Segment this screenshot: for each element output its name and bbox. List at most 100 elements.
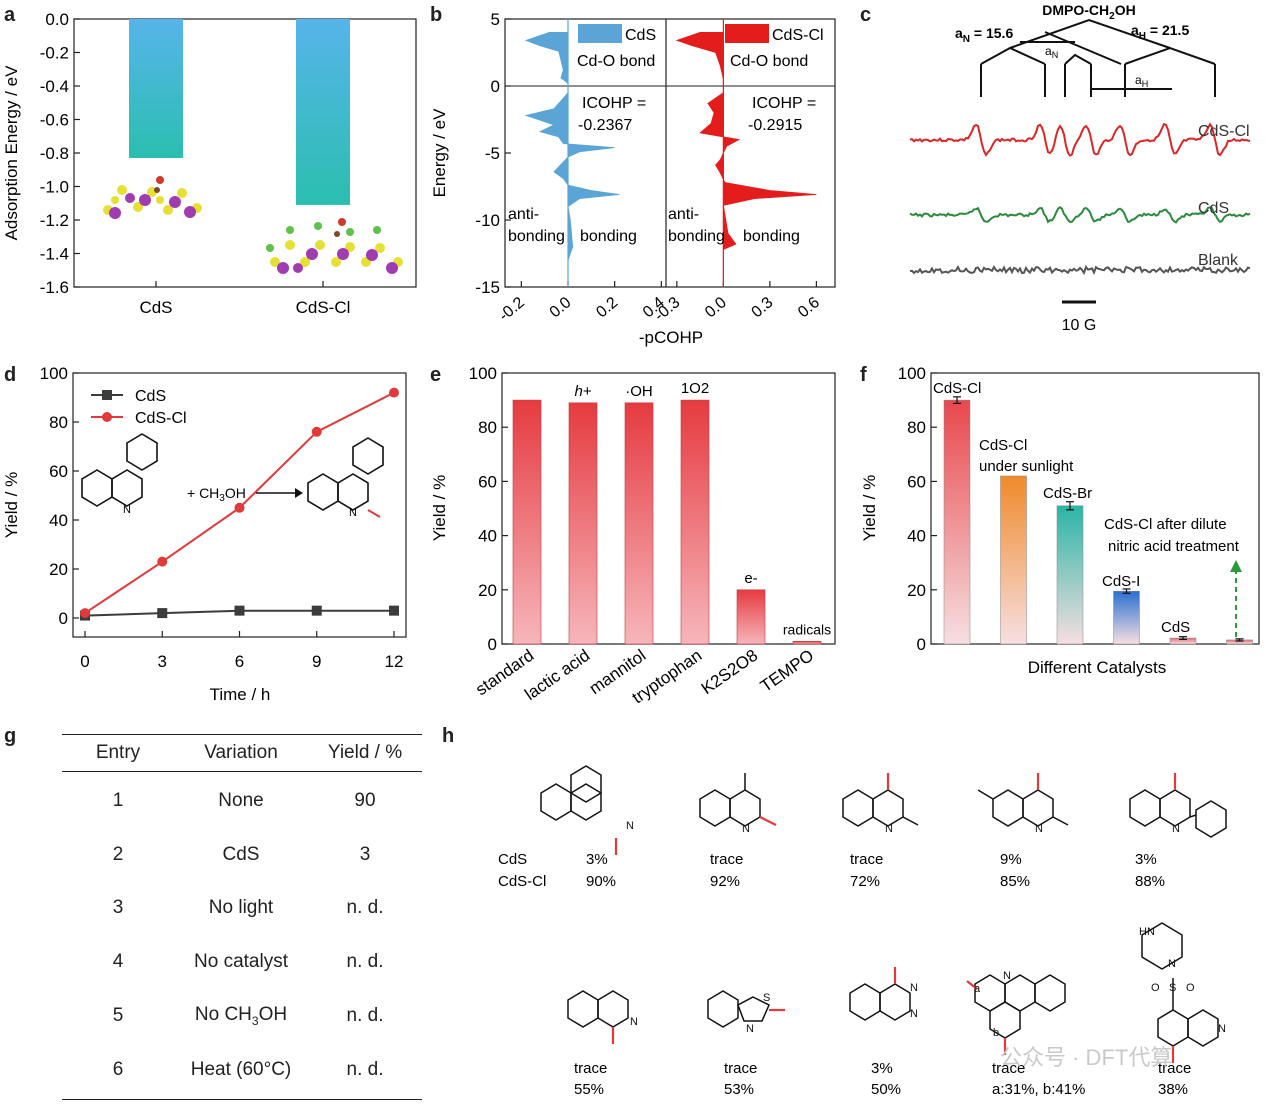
b-xtick-label: 0.3 (748, 294, 776, 321)
yield-cds-2: trace (710, 851, 743, 868)
label-f5: CdS (1161, 619, 1190, 636)
table-header-entry: Entry (95, 742, 141, 763)
e-bar-annotation: e- (744, 570, 757, 587)
point-cds-cl (389, 387, 399, 398)
reaction-scheme-d (81, 433, 384, 511)
d-ytick-label: 0 (59, 609, 68, 628)
antibonding-label-2: anti- (668, 206, 699, 223)
bonding-label-1: bonding (580, 228, 637, 245)
chart-a: 0.0 -0.2 -0.4 -0.6 -0.8 -1.0 -1.2 -1.4 -1.6 CdS C… (2, 10, 417, 317)
bar-f-0 (943, 399, 971, 645)
axes-frame-a (73, 18, 417, 288)
axes-frame-e (501, 372, 836, 645)
entry-cell: 4 (112, 951, 124, 973)
entry-cell: 2 (112, 843, 124, 865)
yield-cdscl-2: 92% (710, 873, 740, 890)
bar-tryptophan (680, 399, 710, 645)
panel-label-f: f (860, 364, 867, 386)
label-f4: CdS-I (1102, 573, 1140, 590)
label-f6b: nitric acid treatment (1108, 538, 1240, 555)
yield-cds-1: 3% (586, 851, 608, 868)
d-xtick-label: 6 (235, 652, 244, 671)
scale-bar-label: 10 G (1062, 317, 1097, 334)
y-axis-label-e: Yield / % (430, 475, 449, 541)
reagent-d: + CH3OH (187, 485, 246, 504)
chart-f: 100 80 60 40 20 0 Yield / % Different Catalys… (860, 364, 1260, 677)
bar-mannitol (624, 402, 654, 645)
yield-cds-6: trace (574, 1060, 607, 1077)
bar-f-1 (1000, 475, 1027, 645)
point-cds (157, 608, 168, 619)
e-bar-annotation: ·OH (625, 383, 653, 400)
epr-trace-cds (909, 206, 1251, 224)
structures-row1 (540, 765, 1227, 838)
title-c: DMPO-CH2OH (1042, 2, 1135, 22)
bar-f-2 (1056, 505, 1084, 645)
icohp-label-cds: ICOHP = (582, 95, 646, 112)
antibonding-label-2b: bonding (668, 228, 725, 245)
yield-cds-5: 3% (1135, 851, 1157, 868)
a-xtick-label: CdS (139, 298, 172, 317)
e-ytick-label: 0 (488, 635, 497, 654)
x-axis-label-b: -pCOHP (639, 328, 703, 347)
x-axis-label-f: Different Catalysts (1028, 658, 1167, 677)
atom-n-10b: N (1218, 1023, 1226, 1035)
label-f1: CdS-Cl (933, 380, 981, 397)
yield-cdscl-8: 50% (871, 1081, 901, 1098)
table-header-yield: Yield / % (327, 742, 403, 763)
a-ytick-label: -1.6 (40, 278, 69, 297)
atom-s-10: S (1169, 982, 1176, 994)
aH-short: aH (1135, 73, 1148, 89)
bar-tempo (792, 640, 822, 645)
legend-cds-b: CdS (625, 27, 656, 44)
a-ytick-label: -0.6 (40, 111, 69, 130)
d-ytick-label: 80 (49, 413, 68, 432)
yield-cdscl-9: a:31%, b:41% (992, 1081, 1085, 1098)
aN-short: aN (1045, 44, 1058, 60)
point-cds-cl (311, 426, 322, 437)
f-ytick-label: 40 (907, 527, 926, 546)
bonding-label-2: bonding (743, 228, 800, 245)
antibonding-label-1b: bonding (508, 228, 565, 245)
bar-cds-cl (296, 19, 350, 205)
d-xtick-label: 12 (385, 652, 404, 671)
cohp-area-cds (524, 32, 620, 261)
epr-label-cds: CdS (1198, 200, 1229, 217)
b-ytick-label: 5 (491, 10, 500, 29)
table-row: 2 CdS 3 (62, 828, 422, 882)
bar-standard (512, 399, 542, 645)
table-row: 1 None 90 (62, 774, 422, 828)
yield-cdscl-6: 55% (574, 1081, 604, 1098)
y-axis-label-d: Yield / % (2, 472, 21, 538)
d-ytick-label: 60 (49, 462, 68, 481)
y-axis-label-f: Yield / % (860, 475, 879, 541)
yield-cds-4: 9% (1000, 851, 1022, 868)
e-bar-annotation: h+ (574, 383, 591, 400)
legend-swatch-cds-b (578, 24, 622, 43)
e-xtick-label: TEMPO (757, 646, 817, 696)
atom-n-2: N (742, 823, 750, 835)
atom-o-10b: O (1186, 982, 1195, 994)
chart-b: 50-5-10-15 -0.2 0.0 0.2 0.4-0.3 0.0 0.3 0.6 En… (430, 10, 836, 347)
yield-cdscl-3: 72% (850, 873, 880, 890)
site-b: b (993, 1027, 999, 1039)
subtitle-cdscl-b: Cd-O bond (730, 53, 808, 70)
scope-h: N N N N N CdS CdS-Cl 3% 90% trace 92% trace 7… (498, 765, 1227, 1098)
e-xtick-label: K2S2O8 (698, 646, 762, 698)
label-f2b: under sunlight (979, 458, 1074, 475)
point-cds (311, 605, 322, 616)
aN-value: aN = 15.6 (955, 25, 1013, 45)
yield-cell: n. d. (346, 1005, 384, 1027)
f-ytick-label: 80 (907, 418, 926, 437)
atom-s-7: S (763, 992, 770, 1004)
bar-cds (129, 19, 183, 159)
bar-f-3 (1113, 590, 1140, 645)
bar-lactic-acid (568, 402, 598, 645)
legend-cdscl-b: CdS-Cl (772, 27, 824, 44)
point-cds (389, 605, 399, 616)
entry-cell: 5 (112, 1005, 124, 1027)
variation-cell: Heat (60°C) (190, 1058, 292, 1080)
e-bar-annotation: 1O2 (681, 380, 709, 397)
point-cds-cl (157, 556, 168, 567)
conditions-table: Entry Variation Yield / % 1 None 90 2 CdS 3 3 N… (62, 734, 422, 1100)
